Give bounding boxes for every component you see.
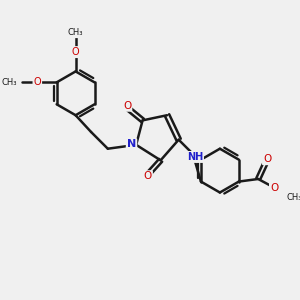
Text: CH₃: CH₃ — [286, 193, 300, 202]
Text: CH₃: CH₃ — [1, 78, 17, 87]
Text: O: O — [34, 77, 41, 87]
Text: O: O — [144, 171, 152, 181]
Text: O: O — [271, 183, 279, 193]
Text: O: O — [123, 101, 131, 111]
Text: O: O — [72, 47, 80, 57]
Text: O: O — [263, 154, 271, 164]
Text: N: N — [127, 139, 136, 149]
Text: NH: NH — [187, 152, 203, 162]
Text: CH₃: CH₃ — [68, 28, 83, 37]
